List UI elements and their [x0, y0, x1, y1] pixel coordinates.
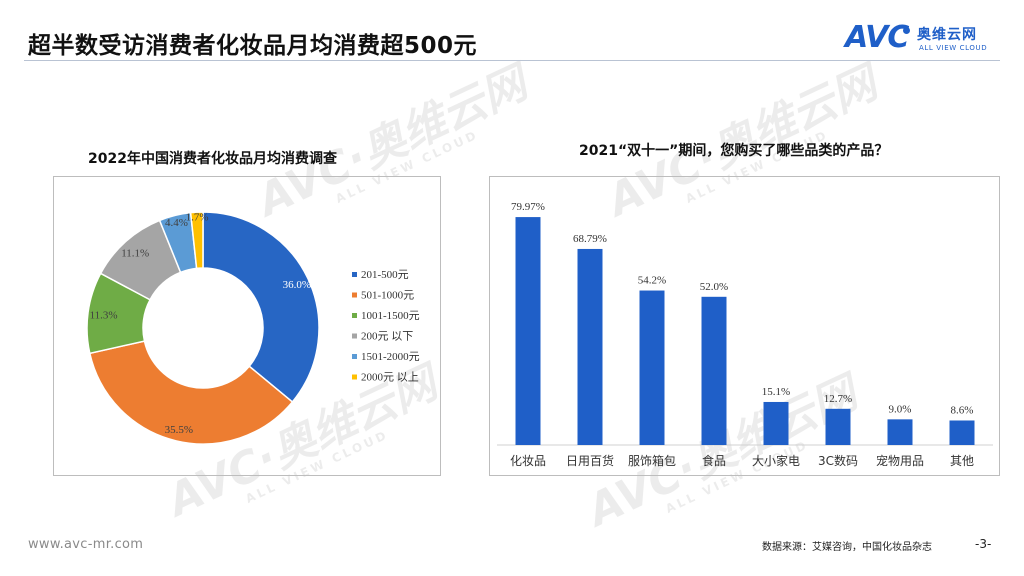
donut-data-label: 35.5% [165, 424, 193, 436]
bar-data-label: 15.1% [762, 386, 790, 398]
donut-data-label: 11.3% [90, 309, 118, 321]
legend-swatch [352, 313, 357, 318]
title-divider [24, 60, 1000, 61]
logo-cn-name: 奥维云网 [917, 24, 977, 44]
x-tick-label: 食品 [702, 453, 726, 468]
donut-chart-title: 2022年中国消费者化妆品月均消费调查 [88, 148, 337, 168]
bar-data-label: 68.79% [573, 233, 607, 245]
donut-slice [203, 212, 319, 402]
legend-label: 200元 以下 [361, 331, 413, 343]
logo-brand: AVC [845, 22, 908, 54]
page-number: -3- [975, 537, 991, 551]
bar-data-label: 52.0% [700, 281, 728, 293]
legend-label: 501-1000元 [361, 290, 414, 302]
bar [826, 409, 851, 445]
bar-data-label: 12.7% [824, 393, 852, 405]
bar-chart: 79.97% 化妆品 68.79% 日用百货 54.2% 服饰箱包 52.0% 食品 15.1%… [489, 176, 1000, 476]
bar [640, 291, 665, 445]
data-source: 数据来源：艾媒咨询，中国化妆品杂志 [762, 538, 932, 553]
bar [764, 402, 789, 445]
x-tick-label: 化妆品 [510, 454, 546, 468]
legend-label: 2000元 以上 [361, 371, 419, 384]
donut-data-label: 4.4% [165, 217, 188, 229]
legend-swatch [352, 354, 357, 359]
x-tick-label: 3C数码 [818, 453, 858, 468]
donut-data-label: 36.0% [283, 279, 311, 291]
bar-chart-title: 2021“双十一”期间，您购买了哪些品类的产品？ [579, 140, 888, 160]
bar [516, 217, 541, 445]
avc-logo: AVC 奥维云网 ALL VIEW CLOUD [845, 22, 1005, 58]
legend-swatch [352, 375, 357, 380]
legend-label: 1501-2000元 [361, 351, 420, 363]
x-tick-label: 日用百货 [566, 453, 614, 468]
bar [950, 420, 975, 445]
legend-swatch [352, 272, 357, 277]
bar-data-label: 79.97% [511, 201, 545, 213]
donut-data-label: 1.7% [186, 212, 209, 224]
x-tick-label: 服饰箱包 [628, 453, 676, 468]
bar-data-label: 8.6% [951, 404, 974, 416]
bar [888, 419, 913, 445]
bar [702, 297, 727, 445]
donut-chart: 36.0% 35.5% 11.3% 11.1% 4.4%1.7% 201-500元 501-… [53, 176, 441, 476]
logo-en-name: ALL VIEW CLOUD [919, 44, 987, 52]
x-tick-label: 宠物用品 [876, 453, 924, 468]
x-tick-label: 大小家电 [752, 453, 800, 468]
logo-dot-icon [903, 27, 910, 34]
legend-swatch [352, 334, 357, 339]
page-title: 超半数受访消费者化妆品月均消费超500元 [28, 26, 477, 60]
bar [578, 249, 603, 445]
donut-data-label: 11.1% [121, 248, 149, 260]
bar-data-label: 54.2% [638, 275, 666, 287]
legend-label: 201-500元 [361, 269, 409, 281]
legend-swatch [352, 293, 357, 298]
legend-label: 1001-1500元 [361, 310, 420, 322]
x-tick-label: 其他 [950, 454, 974, 468]
bar-data-label: 9.0% [889, 403, 912, 415]
footer-url: www.avc-mr.com [28, 537, 143, 552]
